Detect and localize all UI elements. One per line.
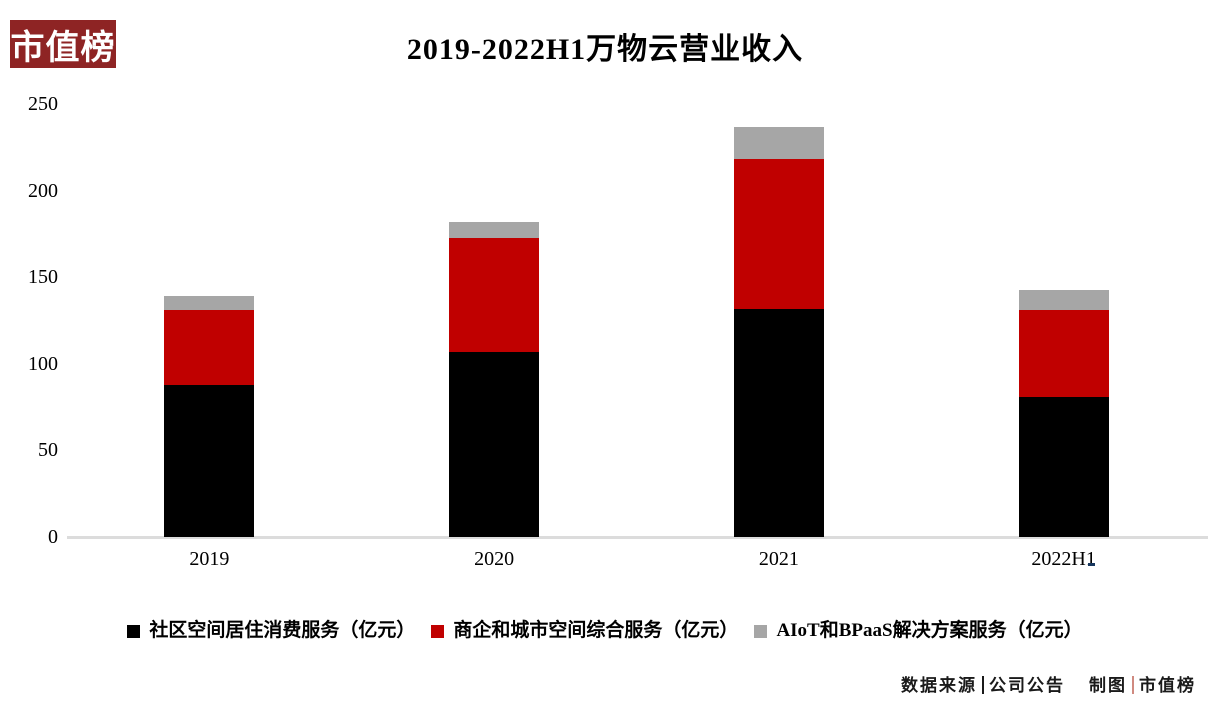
bar-segment xyxy=(733,126,824,159)
bar-segment xyxy=(1018,309,1109,398)
bar-segment xyxy=(449,222,540,239)
bar-segment xyxy=(164,310,255,386)
x-tick-label: 2021 xyxy=(758,548,799,570)
y-tick-label: 100 xyxy=(28,352,58,375)
chart-title: 2019-2022H1万物云营业收入 xyxy=(406,33,804,66)
bar-segment xyxy=(1018,397,1109,537)
stray-mark xyxy=(1088,563,1095,566)
footer-separator-icon xyxy=(1132,676,1134,694)
bar-segment xyxy=(733,309,824,537)
bar-2020 xyxy=(449,222,540,537)
legend-label: 商企和城市空间综合服务（亿元） xyxy=(453,620,739,641)
bar-segment xyxy=(1018,289,1109,310)
y-tick-label: 150 xyxy=(28,266,58,289)
legend-item: 社区空间居住消费服务（亿元） xyxy=(127,618,415,644)
bar-2021 xyxy=(733,126,824,537)
bar-segment xyxy=(449,352,540,537)
bar-2022H1 xyxy=(1018,289,1109,537)
x-axis-line xyxy=(67,536,1208,539)
y-tick-label: 200 xyxy=(28,179,58,202)
bar-2019 xyxy=(164,295,255,537)
legend-label: 社区空间居住消费服务（亿元） xyxy=(149,620,416,641)
brand-logo: 市值榜 xyxy=(10,20,116,68)
footer-source-value: 公司公告 xyxy=(989,676,1065,695)
bar-segment xyxy=(164,295,255,311)
footer-credit-value: 市值榜 xyxy=(1139,676,1196,695)
footer-credits: 数据来源 公司公告 制图 市值榜 xyxy=(901,671,1196,696)
legend-swatch-icon xyxy=(127,625,141,638)
legend-swatch-icon xyxy=(431,625,445,638)
y-tick-label: 50 xyxy=(38,439,58,462)
legend: 社区空间居住消费服务（亿元） 商企和城市空间综合服务（亿元） AIoT和BPaaS解… xyxy=(0,618,1210,644)
y-tick-label: 0 xyxy=(48,526,58,548)
x-tick-label: 2022H1 xyxy=(1031,548,1096,570)
y-tick-label: 250 xyxy=(28,93,58,115)
bar-segment xyxy=(449,238,540,353)
legend-label: AIoT和BPaaS解决方案服务（亿元） xyxy=(776,620,1083,641)
legend-item: AIoT和BPaaS解决方案服务（亿元） xyxy=(754,618,1083,644)
x-tick-label: 2019 xyxy=(189,548,230,570)
footer-credit-label: 制图 xyxy=(1089,676,1127,695)
footer-separator-icon xyxy=(982,676,984,694)
bar-segment xyxy=(733,158,824,310)
legend-item: 商企和城市空间综合服务（亿元） xyxy=(431,618,738,644)
x-tick-label: 2020 xyxy=(474,548,515,570)
footer-source-label: 数据来源 xyxy=(901,676,977,695)
legend-swatch-icon xyxy=(754,625,768,638)
bar-segment xyxy=(164,385,255,537)
